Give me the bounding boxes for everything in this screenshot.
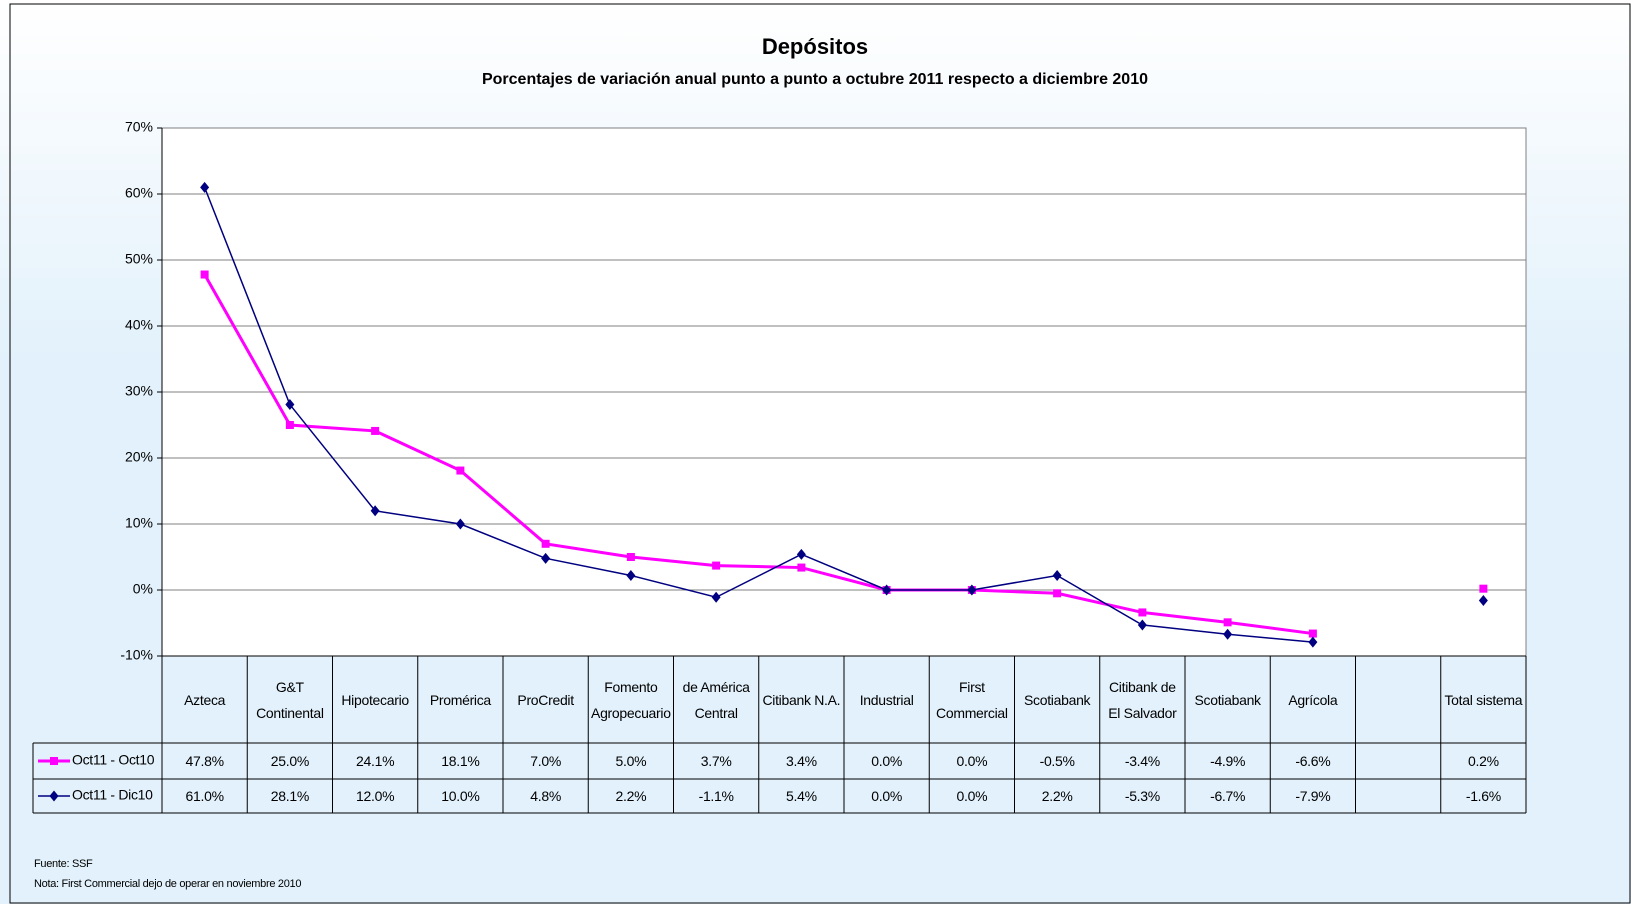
marker [200,270,209,279]
y-tick-label: 50% [125,251,153,267]
category-label: de América Central [682,678,750,721]
marker [967,584,977,596]
marker [455,518,465,530]
y-tick-label: 10% [125,515,153,531]
value-label: 0.0% [956,788,988,804]
marker [541,539,550,548]
marker [1479,584,1488,593]
value-label: -1.6% [1465,788,1501,804]
y-tick-label: 70% [125,119,153,135]
value-label: 3.7% [700,753,732,769]
value-label: -3.4% [1124,753,1160,769]
category-label: Total sistema [1444,691,1523,708]
marker [712,561,721,570]
value-label: 24.1% [356,753,395,769]
value-label: 0.2% [1468,753,1499,769]
value-label: 12.0% [356,788,395,804]
value-label: -5.3% [1124,788,1160,804]
value-label: 0.0% [871,753,902,769]
category-label: Scotiabank [1194,691,1261,708]
category-label: G&T Continental [256,678,324,721]
marker [1308,636,1318,648]
legend-marker [49,790,59,802]
marker [1223,618,1232,627]
category-label: Azteca [184,691,226,708]
source-note: Fuente: SSF [34,858,93,870]
category-label: First Commercial [936,678,1008,721]
marker [711,591,721,603]
marker [285,399,295,411]
value-label: 25.0% [270,753,310,769]
marker [371,426,380,435]
category-label: Scotiabank [1023,691,1091,708]
value-label: 10.0% [441,788,480,804]
chart-title: Depósitos [762,34,868,59]
legend-marker [50,757,58,765]
value-label: 61.0% [185,788,225,804]
category-label: Promérica [429,691,491,708]
value-label: -7.9% [1295,788,1331,804]
marker [626,553,635,561]
y-tick-label: 30% [125,383,153,399]
value-label: -4.9% [1210,753,1246,769]
value-label: -6.7% [1210,788,1246,804]
category-label: Citibank de El Salvador [1108,678,1177,721]
y-tick-label: -10% [120,647,153,663]
category-label: Agrícola [1288,691,1338,708]
value-label: 7.0% [530,753,561,769]
marker [882,584,892,596]
marker [1053,589,1062,598]
y-tick-label: 0% [133,581,153,597]
value-label: 5.4% [786,788,817,804]
marker [1138,608,1147,617]
y-tick-label: 20% [125,449,153,465]
value-label: 4.8% [530,788,561,804]
marker [796,548,806,560]
frame [9,3,1631,904]
value-label: 5.0% [615,753,647,769]
value-label: 28.1% [270,788,310,804]
marker [626,569,636,581]
y-tick-label: 60% [125,185,153,201]
value-label: 2.2% [1041,788,1073,804]
category-label: Industrial [859,691,914,708]
value-label: 0.0% [871,788,902,804]
chart-subtitle: Porcentajes de variación anual punto a p… [482,71,1148,88]
category-label: ProCredit [517,691,574,708]
marker [456,466,465,475]
marker [541,552,551,564]
value-label: 3.4% [786,753,817,769]
value-label: -1.1% [698,788,734,804]
value-label: -0.5% [1039,753,1075,769]
category-label: Fomento Agropecuario [591,678,671,721]
value-label: 18.1% [441,753,480,769]
y-tick-label: 40% [125,317,153,333]
marker [1052,569,1062,581]
value-label: 2.2% [615,788,647,804]
marker [285,421,294,429]
marker [1308,629,1317,638]
category-label: Citibank N.A. [762,691,841,708]
marker [797,563,806,572]
marker [200,181,210,193]
value-label: 0.0% [956,753,988,769]
footnote: Nota: First Commercial dejo de operar en… [34,878,302,890]
value-label: 47.8% [185,753,225,769]
marker [1478,595,1488,607]
legend-label: Oct11 - Dic10 [72,787,153,803]
marker [1137,619,1147,631]
marker [370,505,380,517]
value-label: -6.6% [1295,753,1331,769]
category-label: Hipotecario [341,691,409,708]
marker [1223,628,1233,640]
legend-label: Oct11 - Oct10 [72,752,155,768]
